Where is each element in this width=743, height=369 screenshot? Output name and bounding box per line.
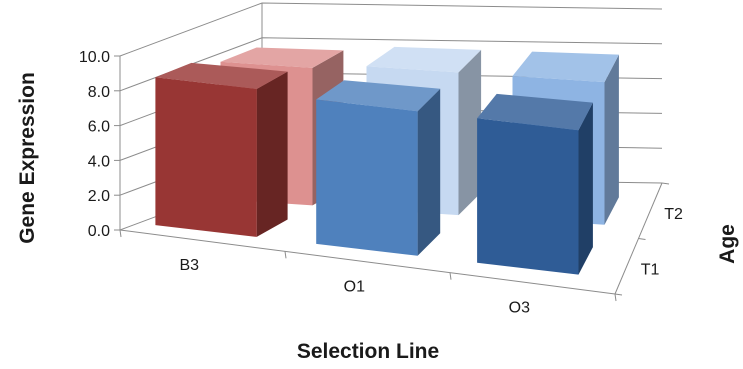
bar-top-face — [316, 80, 441, 112]
axes — [114, 3, 670, 302]
bar-side-face — [578, 102, 593, 275]
y-tick-label: 4.0 — [88, 153, 110, 170]
x-tick-label: B3 — [180, 257, 200, 274]
x-axis-title: Selection Line — [297, 340, 439, 363]
bar-top-face — [512, 51, 619, 83]
gridline — [119, 2, 663, 57]
x-tick — [449, 272, 452, 280]
bar-front-face — [316, 99, 418, 256]
x-axis-line — [119, 229, 616, 295]
y-axis-title: Gene Expression — [16, 72, 39, 244]
depth-tick — [661, 182, 670, 185]
x-tick — [119, 229, 122, 238]
y-tick-label: 2.0 — [88, 188, 110, 205]
bar-side-face — [604, 54, 619, 225]
x-tick — [284, 251, 287, 259]
bar-top-face — [366, 46, 482, 73]
x-tick-label: O3 — [509, 300, 530, 317]
bar-T1-B3 — [155, 62, 288, 237]
bars — [155, 46, 619, 275]
y-tick-label: 0.0 — [88, 223, 110, 240]
y-tick-label: 6.0 — [88, 119, 110, 136]
bar-T1-O1 — [316, 80, 441, 256]
bar-front-face — [477, 118, 579, 275]
x-tick-label: O1 — [344, 278, 365, 295]
labels: 0.0 2.0 4.0 6.0 8.0 10.0 B3 O1 O3 T1 T2 — [79, 49, 683, 317]
bar-side-face — [417, 88, 441, 256]
bar-side-face — [256, 71, 288, 237]
bar-front-face — [155, 77, 257, 237]
depth-tick — [614, 293, 623, 296]
z-axis-title: Age — [716, 224, 739, 264]
x-tick — [614, 293, 617, 302]
depth-tick-label: T1 — [641, 261, 660, 278]
depth-tick-label: T2 — [664, 206, 683, 223]
bar-T1-O3 — [477, 93, 593, 275]
depth-tick — [638, 238, 646, 240]
bar-side-face — [458, 49, 482, 216]
bar-top-face — [220, 47, 344, 68]
bar-top-face — [155, 62, 288, 89]
y-tick-label: 8.0 — [88, 84, 110, 101]
y-tick-label: 10.0 — [79, 49, 110, 66]
bar-top-face — [477, 93, 593, 131]
